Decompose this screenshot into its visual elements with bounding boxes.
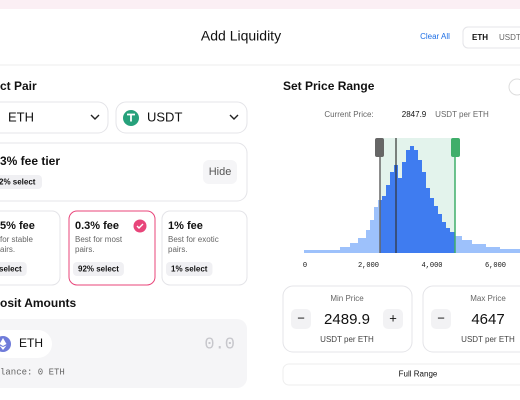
fee-tier: 3% fee tier <box>0 154 60 168</box>
token-symbol: ETH <box>19 336 43 350</box>
check-glyph <box>136 223 144 229</box>
current-label: Current Price: <box>324 110 373 119</box>
pill <box>73 262 124 276</box>
min-handle[interactable] <box>375 138 384 157</box>
decrement[interactable] <box>431 309 451 329</box>
tab[interactable]: USDT <box>499 33 520 42</box>
selection-share: 2% select <box>0 178 36 187</box>
selection-share: 1% select <box>171 265 208 274</box>
price-axis: 0 2,000 4,000 6,000 <box>303 262 506 270</box>
tab-active <box>465 29 495 46</box>
fee-label: 0.3% fee <box>75 220 119 232</box>
token-symbol: USDT <box>147 109 182 124</box>
max-value[interactable]: 4647 <box>471 311 504 328</box>
hide-button[interactable] <box>203 160 237 184</box>
fee-label: 5% fee <box>0 220 35 232</box>
amount-input[interactable]: 0.0 <box>204 335 235 354</box>
check-icon <box>133 219 147 233</box>
deposit-box <box>0 319 247 388</box>
min-value[interactable]: 2489.9 <box>324 311 370 328</box>
top-strip <box>0 0 520 9</box>
minus: − <box>437 310 445 325</box>
balance: lance: 0 ETH <box>0 367 65 377</box>
max-unit: USDT per ETH <box>461 335 515 344</box>
fee-description: pairs. <box>168 245 188 254</box>
page-title: Add Liquidity <box>201 28 281 44</box>
decrement[interactable] <box>291 309 311 329</box>
section-title: Set Price Range <box>283 79 375 93</box>
hide-label: Hide <box>209 166 232 178</box>
token-select[interactable] <box>0 101 109 134</box>
max-price-box <box>422 285 520 353</box>
fee-description: pairs. <box>75 245 95 254</box>
min-price-box <box>282 285 413 353</box>
token-select[interactable] <box>115 101 248 134</box>
selection-share: select <box>0 265 22 274</box>
fee-description: for stable <box>0 235 33 244</box>
axis-label: 4,000 <box>421 262 442 270</box>
pill <box>0 175 42 189</box>
clear-all[interactable]: Clear All <box>420 32 450 41</box>
zoom-button[interactable] <box>508 78 520 96</box>
full-range: Full Range <box>399 370 438 379</box>
eth-glyph <box>0 338 7 350</box>
min-label: Min Price <box>330 294 364 303</box>
chevron <box>90 114 100 120</box>
liquidity-histogram-selected <box>380 146 455 253</box>
section-title: osit Amounts <box>0 296 77 310</box>
selection-share: 92% select <box>78 265 119 274</box>
max-handle[interactable] <box>451 138 460 157</box>
fee-description: Best for exotic <box>168 235 219 244</box>
full-range-button[interactable] <box>282 363 520 386</box>
current-unit: USDT per ETH <box>435 110 489 119</box>
max-label: Max Price <box>470 294 506 303</box>
usdt-glyph <box>127 113 135 122</box>
section-title: ct Pair <box>0 79 37 93</box>
minus: − <box>297 310 305 325</box>
fee-description: Best for most <box>75 235 123 244</box>
current-value: 2847.9 <box>402 110 427 119</box>
axis-label: 0 <box>303 262 307 270</box>
pill <box>166 262 213 276</box>
token-symbol: ETH <box>8 109 34 124</box>
tab[interactable]: ETH <box>472 33 488 42</box>
fee-description: airs. <box>0 245 15 254</box>
chevron <box>229 114 239 120</box>
pill <box>0 262 27 276</box>
increment[interactable] <box>383 309 403 329</box>
token-pill[interactable] <box>0 330 52 358</box>
fee-label: 1% fee <box>168 220 203 232</box>
axis-label: 6,000 <box>485 262 506 270</box>
axis-label: 2,000 <box>358 262 379 270</box>
plus: + <box>389 310 397 325</box>
fee-tier-box <box>0 142 248 202</box>
min-unit: USDT per ETH <box>320 335 374 344</box>
